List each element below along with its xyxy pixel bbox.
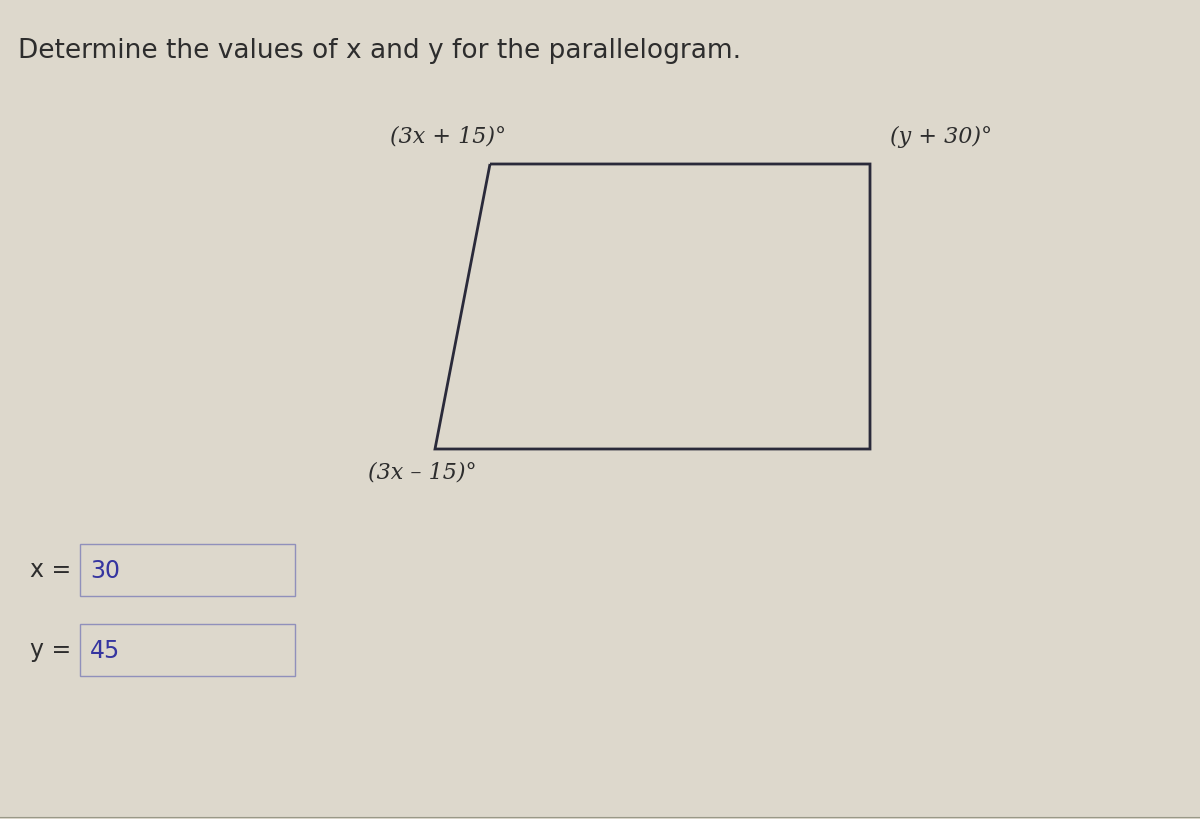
Text: Determine the values of x and y for the parallelogram.: Determine the values of x and y for the … — [18, 38, 742, 64]
Text: 30: 30 — [90, 559, 120, 582]
Text: x =: x = — [30, 557, 71, 581]
Text: (y + 30)°: (y + 30)° — [890, 126, 992, 147]
Bar — [80, 545, 295, 596]
Text: (3x + 15)°: (3x + 15)° — [390, 126, 506, 147]
Text: 45: 45 — [90, 638, 120, 663]
Text: (3x – 15)°: (3x – 15)° — [368, 461, 476, 483]
Bar — [80, 624, 295, 676]
Text: y =: y = — [30, 637, 71, 661]
